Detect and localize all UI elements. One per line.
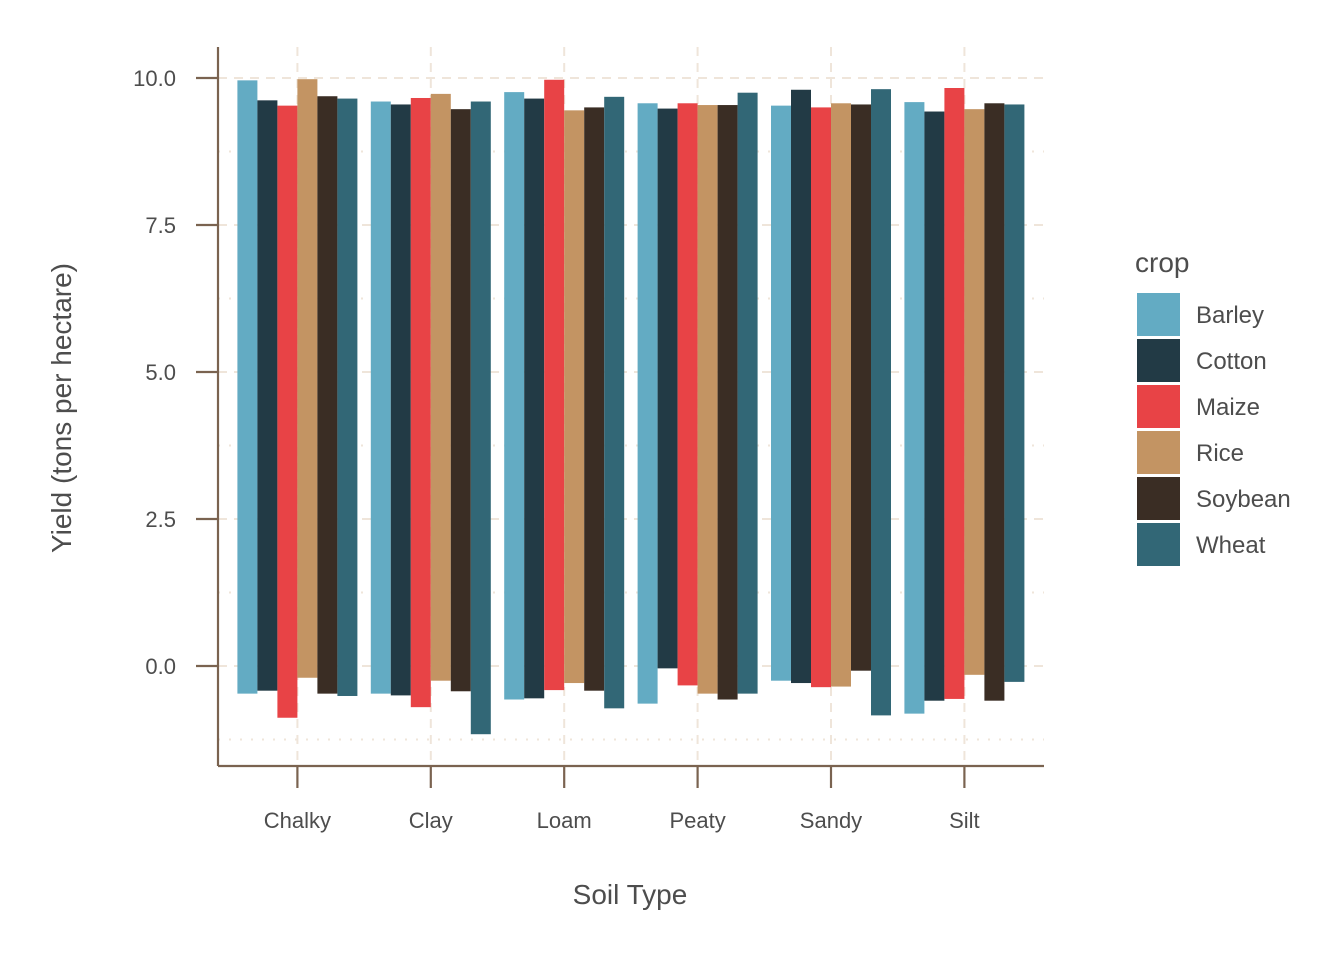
bar-maize-sandy xyxy=(811,107,831,688)
x-tick-label-loam: Loam xyxy=(537,808,592,833)
bar-wheat-loam xyxy=(604,96,625,709)
legend-swatch-cotton xyxy=(1137,339,1180,382)
bar-cotton-sandy xyxy=(791,89,811,684)
axes xyxy=(196,47,1044,788)
legend-label-rice: Rice xyxy=(1196,440,1244,467)
legend: crop Barley Cotton Maize Rice Soybean Wheat xyxy=(1135,247,1291,566)
x-tick-label-sandy: Sandy xyxy=(800,808,862,833)
bar-maize-clay xyxy=(410,97,431,708)
legend-swatch-wheat xyxy=(1137,523,1180,566)
bar-soybean-peaty xyxy=(717,105,738,700)
bar-barley-peaty xyxy=(637,103,658,704)
bar-maize-chalky xyxy=(277,105,298,718)
bar-barley-silt xyxy=(904,102,925,714)
x-tick-label-silt: Silt xyxy=(949,808,980,833)
y-axis-title: Yield (tons per hectare) xyxy=(46,263,77,553)
legend-swatch-rice xyxy=(1137,431,1180,474)
bar-maize-silt xyxy=(944,88,965,699)
legend-swatch-soybean xyxy=(1137,477,1180,520)
bar-rice-loam xyxy=(564,110,585,684)
tick-labels: 0.0 2.5 5.0 7.5 10.0 Chalky Clay Loam Peaty Sandy… xyxy=(133,66,980,833)
y-tick-label: 5.0 xyxy=(145,360,176,385)
legend-swatch-maize xyxy=(1137,385,1180,428)
legend-swatch-barley xyxy=(1137,293,1180,336)
x-tick-label-chalky: Chalky xyxy=(264,808,331,833)
bar-soybean-sandy xyxy=(851,104,871,671)
bar-maize-peaty xyxy=(677,103,698,686)
y-tick-label: 2.5 xyxy=(145,507,176,532)
bar-rice-silt xyxy=(964,109,985,675)
bar-wheat-peaty xyxy=(737,92,758,694)
bar-wheat-sandy xyxy=(871,89,891,716)
bar-soybean-chalky xyxy=(317,96,338,694)
x-tick-label-peaty: Peaty xyxy=(669,808,725,833)
legend-title: crop xyxy=(1135,247,1189,278)
legend-label-maize: Maize xyxy=(1196,394,1260,421)
legend-label-cotton: Cotton xyxy=(1196,348,1267,375)
legend-label-wheat: Wheat xyxy=(1196,532,1266,559)
bar-cotton-loam xyxy=(524,98,545,699)
bar-barley-clay xyxy=(370,101,391,694)
bar-cotton-peaty xyxy=(657,108,678,669)
x-tick-label-clay: Clay xyxy=(409,808,453,833)
bar-rice-sandy xyxy=(831,103,851,687)
bar-soybean-clay xyxy=(450,109,471,692)
x-axis-title: Soil Type xyxy=(573,879,688,910)
bar-barley-sandy xyxy=(771,105,791,681)
bar-soybean-loam xyxy=(584,107,605,691)
bar-soybean-silt xyxy=(984,103,1005,701)
bar-rice-chalky xyxy=(297,79,318,678)
y-tick-label: 10.0 xyxy=(133,66,176,91)
legend-label-soybean: Soybean xyxy=(1196,486,1291,513)
bar-cotton-silt xyxy=(924,111,945,701)
y-tick-label: 7.5 xyxy=(145,213,176,238)
legend-label-barley: Barley xyxy=(1196,302,1264,329)
bar-maize-loam xyxy=(544,79,565,691)
bar-barley-loam xyxy=(504,92,525,700)
bar-rice-peaty xyxy=(697,105,718,694)
bar-cotton-chalky xyxy=(257,100,278,691)
bar-cotton-clay xyxy=(390,104,411,696)
bar-wheat-clay xyxy=(470,101,491,735)
bar-barley-chalky xyxy=(237,80,258,694)
bars xyxy=(237,79,1025,735)
bar-rice-clay xyxy=(430,93,451,681)
y-tick-label: 0.0 xyxy=(145,654,176,679)
bar-wheat-silt xyxy=(1004,104,1025,682)
bar-wheat-chalky xyxy=(337,98,358,696)
